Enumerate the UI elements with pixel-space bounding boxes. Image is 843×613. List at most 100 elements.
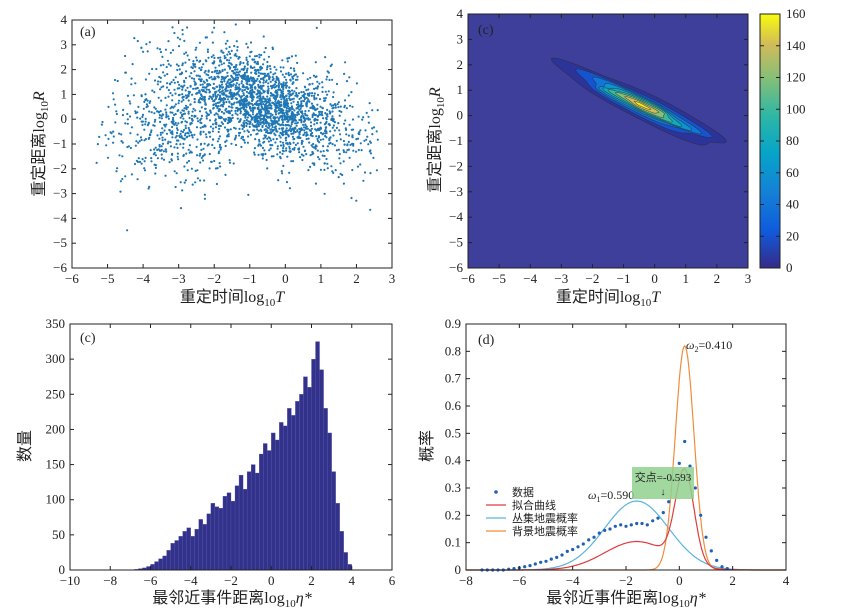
scatter-point <box>132 94 135 97</box>
scatter-point <box>335 82 339 86</box>
scatter-point <box>181 28 184 32</box>
scatter-point <box>352 142 355 146</box>
scatter-point <box>177 139 180 142</box>
scatter-point <box>161 142 165 145</box>
scatter-point <box>293 90 296 93</box>
scatter-point <box>153 151 156 154</box>
scatter-point <box>151 89 154 92</box>
scatter-point <box>339 138 342 141</box>
scatter-point <box>240 80 243 83</box>
x-tick-label: 0 <box>676 573 683 588</box>
scatter-point <box>292 113 295 116</box>
scatter-point <box>307 98 310 101</box>
scatter-point <box>345 133 348 136</box>
scatter-point <box>209 125 212 128</box>
x-tick-label: −8 <box>103 573 117 588</box>
scatter-point <box>281 73 284 76</box>
scatter-point <box>95 161 98 164</box>
scatter-point <box>351 134 354 137</box>
x-tick-label: −6 <box>65 271 79 286</box>
scatter-point <box>184 127 187 130</box>
scatter-point <box>213 78 216 81</box>
scatter-point <box>243 130 246 133</box>
scatter-point <box>255 101 258 104</box>
scatter-point <box>242 61 245 65</box>
scatter-point <box>293 118 296 121</box>
scatter-point <box>276 122 279 125</box>
scatter-point <box>280 127 283 130</box>
y-tick-label: 200 <box>46 421 66 436</box>
scatter-point <box>215 85 218 88</box>
scatter-point <box>266 66 269 69</box>
scatter-point <box>317 135 320 138</box>
scatter-point <box>283 95 286 99</box>
scatter-point <box>213 56 216 60</box>
scatter-point <box>156 134 159 137</box>
scatter-point <box>258 56 261 59</box>
scatter-point <box>144 117 147 120</box>
scatter-point <box>271 126 274 129</box>
scatter-point <box>158 75 161 79</box>
scatter-point <box>275 84 278 87</box>
scatter-point <box>141 158 144 161</box>
scatter-point <box>170 159 173 162</box>
scatter-point <box>271 101 275 105</box>
scatter-point <box>209 110 212 113</box>
scatter-point <box>311 107 314 110</box>
scatter-point <box>257 153 260 156</box>
scatter-point <box>257 129 260 132</box>
scatter-point <box>176 68 179 72</box>
scatter-point <box>198 154 201 157</box>
scatter-point <box>142 50 145 53</box>
scatter-point <box>198 41 201 44</box>
scatter-point <box>275 107 278 110</box>
scatter-point <box>164 108 167 111</box>
scatter-point <box>308 94 311 97</box>
scatter-point <box>246 46 249 49</box>
histogram-bar <box>343 552 348 571</box>
scatter-point <box>144 156 147 159</box>
scatter-point <box>160 114 163 118</box>
scatter-point <box>104 134 107 137</box>
scatter-point <box>323 129 327 133</box>
scatter-point <box>290 106 294 109</box>
scatter-point <box>345 80 349 83</box>
scatter-point <box>266 73 269 76</box>
scatter-point <box>181 109 184 112</box>
scatter-point <box>312 112 315 115</box>
scatter-point <box>313 92 316 95</box>
scatter-point <box>326 108 329 111</box>
scatter-point <box>280 170 283 173</box>
scatter-point <box>278 134 281 137</box>
scatter-point <box>136 39 139 43</box>
scatter-point <box>247 193 250 196</box>
scatter-point <box>290 123 293 126</box>
scatter-point <box>181 130 185 134</box>
scatter-point <box>173 113 176 116</box>
scatter-point <box>360 149 363 152</box>
scatter-point <box>220 78 223 81</box>
y-tick-label: −3 <box>53 186 67 201</box>
scatter-point <box>328 110 331 113</box>
scatter-point <box>269 85 273 88</box>
y-tick-label: 0.9 <box>445 316 461 331</box>
scatter-point <box>299 110 302 113</box>
scatter-point <box>262 77 265 81</box>
scatter-point <box>205 78 208 81</box>
scatter-point <box>323 168 326 171</box>
scatter-point <box>259 66 262 69</box>
scatter-point <box>337 176 340 179</box>
scatter-point <box>242 138 245 141</box>
scatter-point <box>346 143 349 146</box>
scatter-point <box>252 82 255 85</box>
histogram-bar <box>146 566 151 571</box>
data-point <box>555 555 559 560</box>
histogram-bar <box>234 485 240 571</box>
scatter-point <box>181 64 184 67</box>
scatter-point <box>245 78 248 81</box>
scatter-point <box>258 138 261 141</box>
scatter-point <box>275 137 278 141</box>
scatter-point <box>308 92 311 95</box>
scatter-point <box>279 136 282 139</box>
data-point <box>549 557 553 561</box>
